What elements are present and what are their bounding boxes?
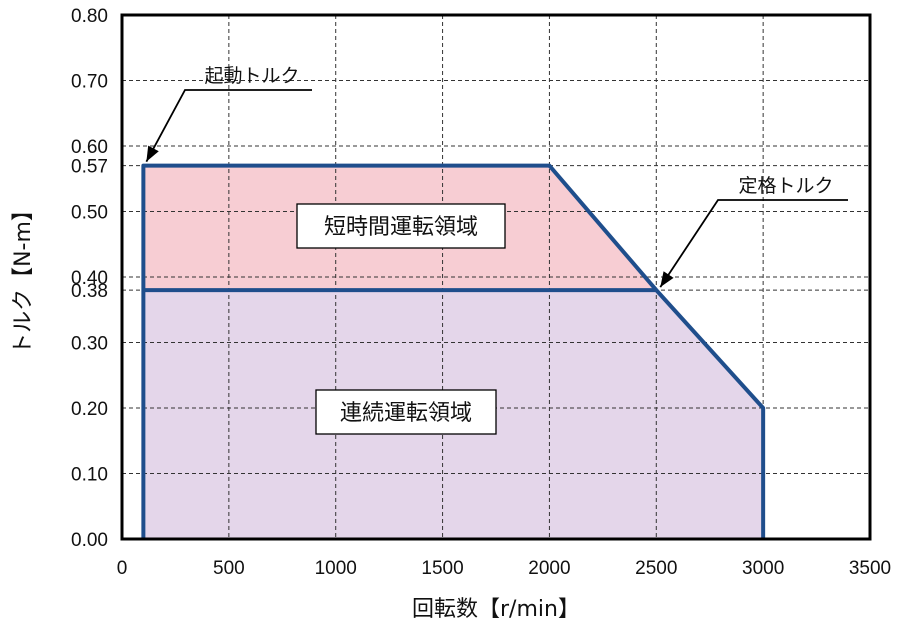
y-tick-label: 0.40 [71,268,108,289]
annotation-arrowhead [660,271,674,288]
annotation-arrowhead [146,145,159,162]
y-tick-label: 0.38 [71,281,108,302]
region-label: 連続運転領域 [340,401,472,426]
y-tick-label: 0.70 [71,72,108,93]
y-tick-label: 0.60 [71,137,108,158]
x-tick-label: 3000 [742,558,784,579]
region-label-box [315,389,497,435]
plot-frame [120,13,872,541]
annotation-label: 起動トルク [204,65,299,87]
region-label: 短時間運転領域 [324,215,478,240]
annotation-leader-line [659,199,848,288]
y-tick-label: 0.57 [71,157,108,178]
region-label-box [296,203,506,249]
annotation-label: 定格トルク [738,175,833,197]
y-axis-label: トルク【N-m】 [11,199,36,355]
y-tick-label: 0.10 [71,465,108,486]
annotation-leader-line [145,89,312,163]
y-tick-label: 0.80 [71,6,108,27]
x-tick-label: 1000 [315,558,357,579]
x-tick-label: 500 [213,558,245,579]
y-tick-label: 0.30 [71,334,108,355]
x-tick-label: 2000 [528,558,570,579]
x-tick-label: 0 [117,558,128,579]
y-tick-label: 0.50 [71,203,108,224]
y-tick-label: 0.20 [71,399,108,420]
x-tick-label: 3500 [849,558,891,579]
y-tick-label: 0.00 [71,530,108,551]
x-tick-label: 1500 [421,558,463,579]
x-tick-label: 2500 [635,558,677,579]
torque-curve-line [141,163,766,539]
x-axis-label: 回転数【r/min】 [412,597,580,622]
